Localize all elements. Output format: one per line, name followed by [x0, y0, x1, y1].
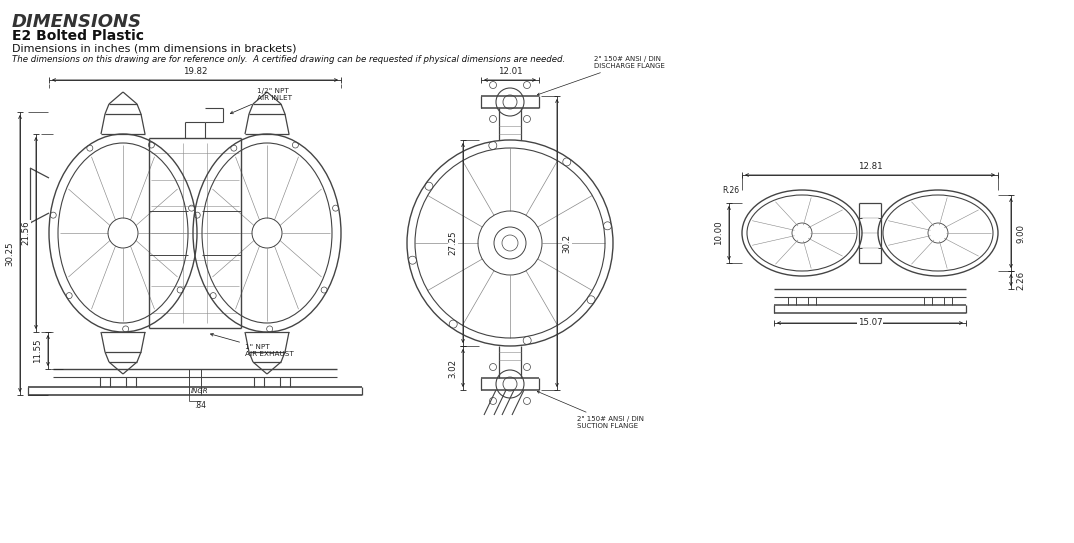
Text: The dimensions on this drawing are for reference only.  A certified drawing can : The dimensions on this drawing are for r… — [12, 55, 565, 64]
Text: 27.25: 27.25 — [449, 231, 458, 255]
Text: 15.07: 15.07 — [858, 318, 883, 327]
Text: 2" 150# ANSI / DIN
DISCHARGE FLANGE: 2" 150# ANSI / DIN DISCHARGE FLANGE — [537, 56, 665, 95]
Text: R.26: R.26 — [722, 186, 739, 194]
Text: E2 Bolted Plastic: E2 Bolted Plastic — [12, 29, 144, 43]
Text: 30.2: 30.2 — [563, 233, 571, 252]
Text: 11.55: 11.55 — [33, 338, 43, 363]
Text: 19.82: 19.82 — [183, 67, 207, 76]
Text: INGR: INGR — [191, 388, 208, 394]
Text: .84: .84 — [194, 401, 206, 409]
Text: 3.02: 3.02 — [449, 358, 458, 377]
Text: Dimensions in inches (mm dimensions in brackets): Dimensions in inches (mm dimensions in b… — [12, 43, 296, 53]
Text: 9.00: 9.00 — [1016, 224, 1026, 243]
Text: 1" NPT
AIR EXHAUST: 1" NPT AIR EXHAUST — [211, 333, 294, 357]
Text: 12.01: 12.01 — [497, 67, 522, 76]
Text: 2.26: 2.26 — [1016, 270, 1026, 289]
Text: 1/2" NPT
AIR INLET: 1/2" NPT AIR INLET — [230, 88, 292, 113]
Text: 12.81: 12.81 — [858, 162, 883, 171]
Text: DIMENSIONS: DIMENSIONS — [12, 13, 142, 31]
Text: 30.25: 30.25 — [5, 241, 15, 266]
Text: 2" 150# ANSI / DIN
SUCTION FLANGE: 2" 150# ANSI / DIN SUCTION FLANGE — [537, 392, 644, 429]
Text: 21.56: 21.56 — [21, 220, 30, 245]
Text: 10.00: 10.00 — [714, 220, 724, 245]
